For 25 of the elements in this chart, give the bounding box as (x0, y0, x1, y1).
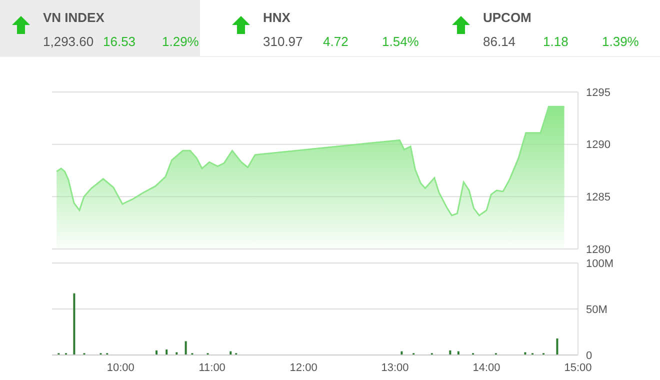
x-tick-label: 13:00 (381, 362, 409, 374)
data-label: 1.18 (543, 34, 568, 49)
data-label: 86.14 (483, 34, 516, 49)
x-tick-label: 11:00 (198, 362, 226, 374)
y-tick-label: 1280 (586, 244, 610, 256)
text: 1.29% (162, 34, 199, 49)
y-tick-label: 0 (586, 350, 592, 362)
data-label: 310.97 (263, 34, 303, 49)
y-tick-label: 1285 (586, 192, 610, 204)
x-tick-label: 14:00 (472, 362, 500, 374)
data-label: 1,293.60 (43, 34, 94, 49)
x-tick-label: 10:00 (106, 362, 134, 374)
y-tick-label: 100M (586, 258, 614, 270)
data-label: 4.72 (323, 34, 348, 49)
text: VN INDEX (43, 10, 104, 25)
text: UPCOM (483, 10, 532, 25)
x-tick-label: 15:00 (564, 362, 592, 374)
x-tick-label: 12:00 (290, 362, 318, 374)
data-label: 16.53 (103, 34, 136, 49)
y-tick-label: 1295 (586, 86, 610, 99)
text: HNX (263, 10, 290, 25)
y-tick-label: 1290 (586, 139, 610, 152)
y-tick-label: 50M (586, 304, 608, 316)
text: 1.39% (602, 34, 639, 49)
text: 1.54% (382, 34, 419, 49)
